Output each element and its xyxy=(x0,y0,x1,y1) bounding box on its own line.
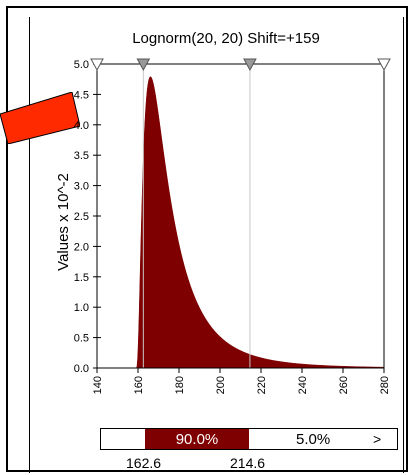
right-percent-label: 5.0% xyxy=(296,431,331,448)
y-tick-label: 0.5 xyxy=(74,333,89,345)
more-arrow-icon[interactable]: > xyxy=(373,431,382,447)
right-bound-triangle-icon xyxy=(377,58,391,72)
middle-probability-segment[interactable] xyxy=(145,429,249,449)
left-delimiter-value: 162.6 xyxy=(126,455,162,471)
right-delimiter-value: 214.6 xyxy=(230,455,266,471)
x-tick-label: 220 xyxy=(256,376,268,394)
right-delimiter-triangle-icon xyxy=(243,58,257,72)
x-tick-label: 160 xyxy=(133,376,145,394)
y-tick-label: 1.5 xyxy=(74,272,89,284)
chart-panel xyxy=(29,17,404,473)
y-tick-label: 2.0 xyxy=(74,241,89,253)
y-tick-label: 5.0 xyxy=(74,59,89,71)
chart-window-frame xyxy=(6,6,408,473)
y-tick-label: 2.5 xyxy=(74,211,89,223)
y-tick-label: 3.5 xyxy=(74,150,89,162)
y-tick-label: 1.0 xyxy=(74,302,89,314)
middle-percent-label: 90.0% xyxy=(175,431,219,448)
y-axis-label: Values x 10^-2 xyxy=(55,173,72,271)
x-tick-label: 180 xyxy=(174,376,186,394)
tab-marker-icon xyxy=(0,92,80,144)
chart-title: Lognorm(20, 20) Shift=+159 xyxy=(132,30,320,47)
x-tick-label: 200 xyxy=(215,376,227,394)
x-tick-label: 280 xyxy=(379,376,391,394)
y-tick-label: 4.5 xyxy=(74,89,89,101)
y-tick-label: 3.0 xyxy=(74,181,89,193)
left-delimiter-triangle-icon xyxy=(136,58,151,72)
delimiter-probability-bar[interactable]: 90.0% 5.0% > xyxy=(100,428,398,450)
x-tick-label: 260 xyxy=(338,376,350,394)
y-tick-label: 0.0 xyxy=(74,363,89,375)
x-tick-label: 140 xyxy=(92,376,104,394)
x-tick-label: 240 xyxy=(297,376,309,394)
y-tick-label: 4.0 xyxy=(74,120,89,132)
density-area xyxy=(135,76,385,369)
left-bound-triangle-icon xyxy=(90,58,104,72)
